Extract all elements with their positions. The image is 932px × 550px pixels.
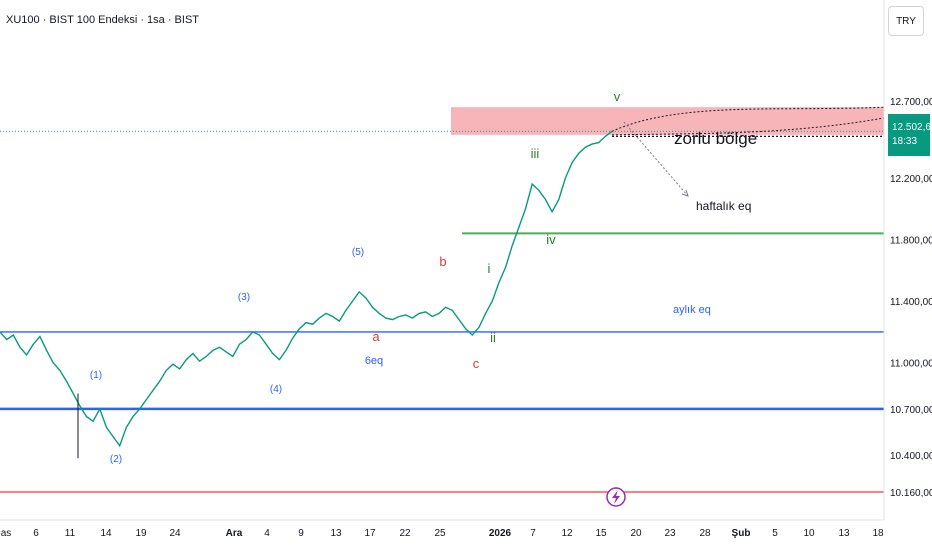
annotation-label: a <box>372 329 380 344</box>
projection-middle <box>611 117 885 136</box>
x-tick-label: Şub <box>732 528 751 539</box>
y-tick-label: 10.160,00 <box>890 488 932 499</box>
zone-rect <box>451 107 884 135</box>
projection-lines <box>611 106 885 197</box>
annotation-label: iv <box>546 232 556 247</box>
y-tick-label: 12.200,00 <box>890 174 932 185</box>
y-tick-label: 11.000,00 <box>890 359 932 370</box>
x-tick-label: 6 <box>33 528 39 539</box>
annotation-label: aylık eq <box>673 304 711 316</box>
last-price-tag: 12.502,65 18:33 <box>888 114 932 156</box>
horizontal-levels <box>0 130 884 493</box>
x-tick-label: 17 <box>364 528 376 539</box>
annotation-label: ii <box>490 330 496 345</box>
lightning-icon <box>612 490 620 504</box>
x-tick-label: 12 <box>561 528 573 539</box>
projection-arrowhead <box>681 189 689 197</box>
y-axis-labels: 12.700,00 12.200,00 11.800,00 11.400,00 11.0… <box>890 97 932 499</box>
annotation-label: b <box>439 254 446 269</box>
x-tick-label: 9 <box>298 528 304 539</box>
x-tick-label: 4 <box>264 528 270 539</box>
annotation-label: 6eq <box>365 355 383 367</box>
annotation-label: c <box>473 356 480 371</box>
price-series <box>0 130 613 459</box>
x-tick-label: 14 <box>100 528 112 539</box>
countdown-timer: 18:33 <box>892 136 918 147</box>
y-tick-label: 10.400,00 <box>890 451 932 462</box>
x-tick-label: Ara <box>226 528 243 539</box>
annotation-label: v <box>614 89 621 104</box>
x-tick-label: as <box>1 528 12 539</box>
currency-selector[interactable]: TRY <box>888 6 924 36</box>
alert-icon <box>606 487 626 507</box>
x-tick-label: 24 <box>169 528 181 539</box>
annotation-label: (1) <box>90 370 102 381</box>
price-line <box>0 130 613 448</box>
x-tick-label: 20 <box>630 528 642 539</box>
y-tick-label: 12.700,00 <box>890 97 932 108</box>
chart-title: XU100 · BIST 100 Endeksi · 1sa · BIST <box>6 14 199 26</box>
x-tick-label: 13 <box>838 528 850 539</box>
chart-axes <box>0 0 885 521</box>
last-price-value: 12.502,65 <box>892 122 932 133</box>
x-tick-label: 2026 <box>489 528 512 539</box>
annotation-label: (3) <box>238 292 250 303</box>
x-tick-label: 5 <box>772 528 778 539</box>
x-tick-label: 10 <box>803 528 815 539</box>
y-tick-label: 11.800,00 <box>890 236 932 247</box>
annotation-label: (5) <box>352 247 364 258</box>
x-tick-label: 18 <box>872 528 884 539</box>
x-tick-label: 11 <box>65 528 76 539</box>
x-tick-label: 22 <box>399 528 411 539</box>
projection-arrow <box>623 121 689 197</box>
annotation-label: (2) <box>110 454 122 465</box>
annotation-label: iii <box>531 146 540 161</box>
x-tick-label: 23 <box>664 528 676 539</box>
annotation-label: haftalık eq <box>696 199 751 213</box>
x-tick-label: 13 <box>330 528 342 539</box>
x-tick-label: 28 <box>699 528 711 539</box>
projection-upper <box>611 106 885 132</box>
x-tick-label: 19 <box>135 528 147 539</box>
x-axis-labels: as 6 11 14 19 24 Ara 4 9 13 17 22 25 2026 7 12 15 20 23 28 Ş… <box>1 528 884 539</box>
x-tick-label: 7 <box>530 528 536 539</box>
y-tick-label: 11.400,00 <box>890 297 932 308</box>
annotation-label: (4) <box>270 384 282 395</box>
x-tick-label: 15 <box>595 528 607 539</box>
y-tick-label: 10.700,00 <box>890 405 932 416</box>
x-tick-label: 25 <box>434 528 446 539</box>
annotation-label: zorlu bölge <box>674 129 757 148</box>
annotation-label: i <box>488 261 491 276</box>
resistance-zone <box>451 107 884 135</box>
